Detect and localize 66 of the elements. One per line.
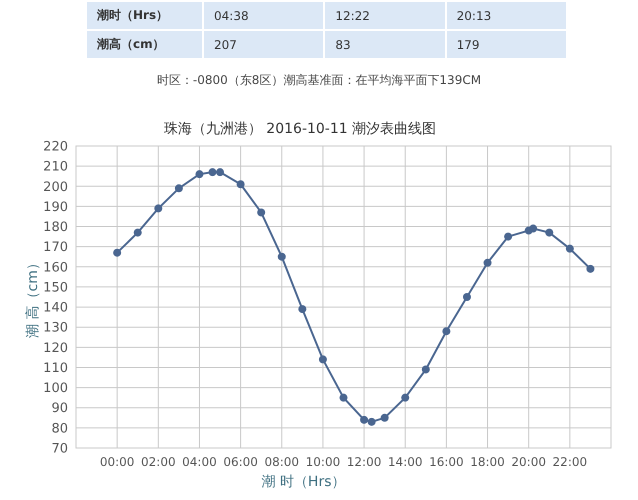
text: 83: [325, 31, 445, 58]
point: [318, 355, 327, 364]
point: [545, 228, 554, 237]
text: 207: [204, 31, 324, 58]
y-tick-label: 200: [43, 180, 68, 195]
x-tick-label: 08:00: [264, 455, 300, 469]
x-tick-label: 06:00: [223, 455, 258, 469]
y-tick-label: 140: [43, 300, 68, 316]
point: [586, 264, 594, 273]
point: [504, 232, 512, 241]
point: [360, 416, 368, 424]
x-tick-label: 20:00: [511, 455, 546, 469]
x-tick-label: 12:00: [346, 455, 382, 469]
point: [257, 208, 266, 216]
point: [566, 244, 574, 253]
x-tick-label: 02:00: [141, 455, 176, 469]
y-tick-label: 80: [51, 421, 68, 436]
y-tick-label: 110: [43, 360, 68, 376]
x-tick-label: 18:00: [470, 455, 505, 469]
x-tick-label: 04:00: [182, 455, 217, 469]
y-tick-label: 220: [43, 140, 68, 154]
point: [442, 327, 450, 336]
text: 时区：-0800（东8区）潮高基准面：在平均海平面下139CM: [156, 72, 482, 89]
text: 12:22: [325, 2, 445, 29]
point: [368, 418, 376, 426]
point: [529, 224, 538, 233]
x-tick-label: 22:00: [552, 455, 588, 469]
y-tick-label: 150: [43, 280, 68, 296]
y-tick-label: 90: [51, 401, 68, 416]
y-tick-label: 160: [43, 260, 68, 276]
point: [208, 168, 216, 176]
y-tick-label: 130: [43, 320, 68, 336]
point: [174, 184, 183, 192]
point: [278, 252, 286, 261]
point: [216, 168, 224, 176]
chart-title: 珠海（九洲港） 2016-10-11 潮汐表曲线图: [164, 121, 436, 137]
text: 179: [446, 31, 566, 58]
text: 04:38: [204, 2, 324, 29]
y-tick-label: 170: [43, 240, 68, 256]
x-axis-title: 潮 时（Hrs）: [261, 474, 346, 490]
point: [154, 204, 162, 212]
x-tick-label: 10:00: [306, 455, 340, 469]
x-tick-label: 16:00: [429, 455, 464, 469]
y-tick-label: 100: [43, 381, 68, 396]
point: [236, 180, 245, 188]
y-tick-label: 190: [43, 200, 68, 215]
text: 20:13: [446, 2, 566, 29]
y-axis-title: 潮 高（cm）: [25, 256, 41, 338]
point: [340, 394, 348, 402]
point: [422, 365, 430, 374]
y-tick-label: 120: [43, 340, 68, 356]
point: [134, 228, 142, 237]
text: 潮高（cm）: [87, 31, 202, 58]
point: [401, 394, 410, 402]
point: [380, 414, 389, 422]
y-tick-label: 180: [43, 220, 68, 236]
y-tick-label: 210: [43, 160, 68, 175]
x-tick-label: 14:00: [388, 455, 423, 469]
point: [484, 258, 492, 267]
point: [298, 305, 306, 314]
text: 潮时（Hrs）: [87, 2, 202, 29]
point: [195, 170, 204, 178]
point: [113, 248, 122, 257]
y-tick-label: 70: [51, 442, 68, 456]
point: [462, 293, 471, 301]
x-tick-label: 00:00: [100, 455, 134, 469]
